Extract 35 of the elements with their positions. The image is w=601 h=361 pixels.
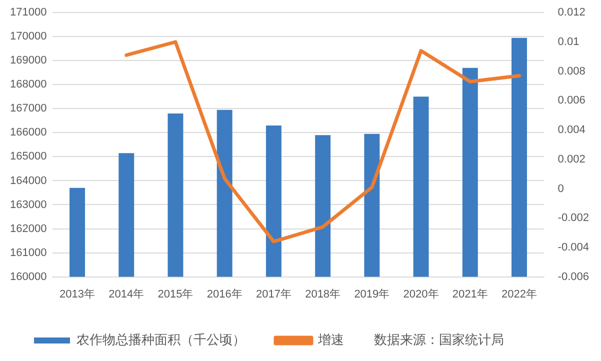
y-tick-label: 165000 xyxy=(10,150,47,163)
x-tick-label: 2018年 xyxy=(305,288,341,300)
y-tick-label: 166000 xyxy=(10,126,47,139)
y-tick-label: 171000 xyxy=(10,6,47,19)
y2-tick-label: 0.012 xyxy=(558,6,586,19)
y2-tick-label: 0.01 xyxy=(558,36,580,48)
x-tick-label: 2022年 xyxy=(502,288,537,300)
y-tick-label: 162000 xyxy=(10,222,47,235)
y2-tick-label: -0.004 xyxy=(558,241,590,254)
x-tick-label: 2021年 xyxy=(452,288,488,300)
legend-label: 农作物总播种面积（千公顷） xyxy=(76,332,246,348)
y-tick-label: 160000 xyxy=(10,270,47,283)
y-tick-label: 170000 xyxy=(10,30,47,43)
x-tick-label: 2016年 xyxy=(206,288,242,300)
y2-tick-label: -0.006 xyxy=(558,270,590,283)
y-tick-label: 167000 xyxy=(10,102,47,115)
y2-tick-label: 0.004 xyxy=(558,124,586,136)
x-tick-label: 2015年 xyxy=(158,288,194,300)
y2-tick-label: 0.006 xyxy=(558,94,586,107)
y-tick-label: 161000 xyxy=(10,246,47,259)
x-tick-label: 2020年 xyxy=(403,288,439,300)
source-note: 数据来源：国家统计局 xyxy=(374,332,504,348)
y-tick-label: 169000 xyxy=(10,54,47,67)
legend-label: 增速 xyxy=(317,332,344,348)
x-tick-label: 2014年 xyxy=(108,288,144,300)
y-tick-label: 163000 xyxy=(10,198,47,211)
x-tick-label: 2013年 xyxy=(60,288,96,300)
y2-tick-label: 0 xyxy=(558,182,564,195)
x-tick-label: 2017年 xyxy=(256,288,292,300)
y2-tick-label: 0.002 xyxy=(558,153,586,166)
x-tick-label: 2019年 xyxy=(354,288,390,300)
y-tick-label: 168000 xyxy=(10,78,47,91)
y-tick-label: 164000 xyxy=(10,174,47,187)
y2-tick-label: -0.002 xyxy=(558,212,590,224)
y2-tick-label: 0.008 xyxy=(558,65,586,78)
